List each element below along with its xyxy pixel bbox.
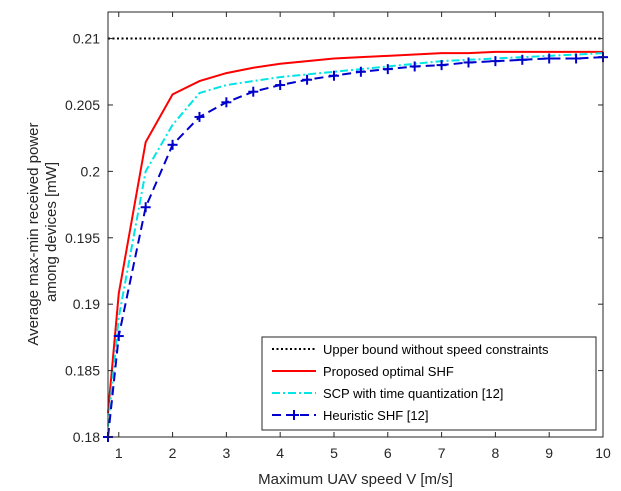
y-tick-label: 0.2 [81,163,101,179]
y-tick-label: 0.19 [73,296,100,312]
x-tick-label: 4 [276,445,284,461]
plot-frame [107,11,604,438]
y-axis-label: Average max-min received power among dev… [25,118,60,345]
y-axis-label-line-1: Average max-min received power [25,123,42,346]
series-1 [107,50,603,414]
x-tick-label: 8 [491,445,499,461]
legend-label: Upper bound without speed constraints [323,342,549,357]
y-tick-label: 0.21 [73,31,100,47]
x-tick-label: 1 [115,445,123,461]
legend-label: SCP with time quantization [12] [323,386,503,401]
series-3 [103,52,608,442]
y-tick-label: 0.205 [65,97,100,113]
x-axis: 1 2 3 4 5 6 7 8 9 10 [115,12,611,461]
x-tick-label: 9 [545,445,553,461]
legend-label: Heuristic SHF [12] [323,408,428,423]
x-tick-label: 10 [595,445,611,461]
y-axis-label-line-2: among devices [mW] [43,162,60,302]
x-axis-label: Maximum UAV speed V [m/s] [258,471,453,488]
series-2 [107,52,604,427]
x-tick-label: 7 [438,445,446,461]
x-tick-label: 2 [169,445,177,461]
legend-box [261,336,597,431]
series-layer [103,37,608,442]
legend: Upper bound without speed constraints Pro… [261,336,597,431]
series-line-1 [107,50,603,414]
x-tick-label: 3 [222,445,230,461]
y-tick-label: 0.195 [65,230,100,246]
x-tick-label: 6 [384,445,392,461]
y-axis: 0.18 0.185 0.19 0.195 0.2 0.205 0.21 [65,31,603,445]
y-tick-label: 0.18 [73,429,100,445]
x-tick-label: 5 [330,445,338,461]
legend-label: Proposed optimal SHF [323,364,454,379]
series-line-2 [107,52,604,427]
y-tick-label: 0.185 [65,363,100,379]
